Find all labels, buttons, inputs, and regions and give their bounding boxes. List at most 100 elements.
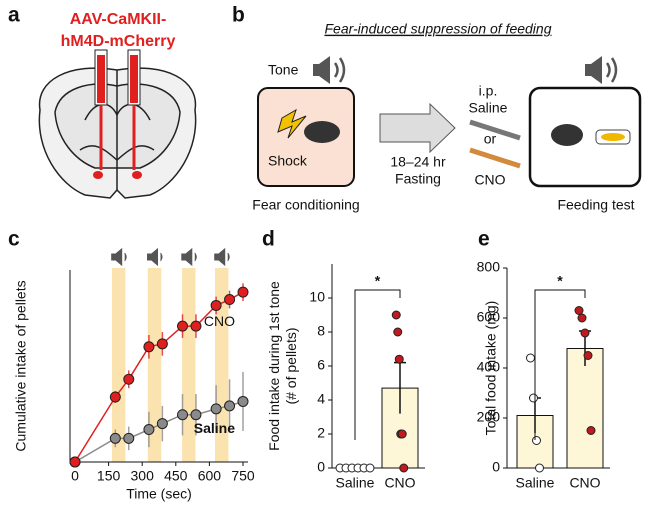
test-label: Feeding test <box>557 197 634 213</box>
data-point <box>583 351 593 360</box>
panel-label: c <box>8 228 20 251</box>
y-axis-label: Food intake during 1st tone <box>266 281 282 451</box>
data-point <box>123 373 135 385</box>
speaker-icon <box>181 247 197 267</box>
speaker-icon <box>147 247 163 267</box>
x-axis-label: Time (sec) <box>126 486 192 502</box>
x-tick-label: CNO <box>384 475 415 491</box>
panel-label: a <box>8 4 20 27</box>
data-point <box>109 391 121 403</box>
construct: hM4D-mCherry <box>61 33 176 50</box>
data-point <box>109 432 121 444</box>
significance-bracket <box>354 289 401 440</box>
data-point <box>574 306 584 315</box>
shock-label: Shock <box>268 153 308 169</box>
data-point <box>526 353 535 363</box>
conditioning-label: Fear conditioning <box>252 197 359 213</box>
ip-label: i.p. <box>479 83 498 99</box>
tone-bar <box>147 268 162 462</box>
speaker-icon <box>214 247 230 267</box>
data-point <box>143 424 155 436</box>
bar <box>566 348 604 469</box>
speaker-icon <box>313 56 618 84</box>
data-point <box>535 463 544 473</box>
x-tick-label: Saline <box>336 475 375 491</box>
feeding-box <box>528 86 642 188</box>
data-point <box>224 294 236 306</box>
y-axis-label: Total food intake (mg) <box>483 301 499 436</box>
y-tick-label: 8 <box>317 323 325 339</box>
brain-drawing <box>38 67 197 199</box>
y-tick-label: 400 <box>477 359 501 375</box>
panel-label: d <box>262 228 275 251</box>
data-point <box>156 418 168 430</box>
series-label: Saline <box>194 420 235 436</box>
data-point <box>69 456 81 468</box>
significance-label: * <box>375 273 381 289</box>
tone-label: Tone <box>268 62 299 78</box>
data-point <box>532 436 541 445</box>
fasting-label: Fasting <box>395 171 441 187</box>
fasting-label: 18–24 hr <box>390 154 446 170</box>
significance-bracket <box>534 289 586 440</box>
data-point <box>394 354 404 364</box>
x-tick-label: 450 <box>164 468 188 484</box>
or-label: or <box>484 131 497 147</box>
y-tick-label: 0 <box>317 459 325 475</box>
x-tick-label: 600 <box>198 468 222 484</box>
series-label: CNO <box>204 313 235 329</box>
data-point <box>210 403 222 415</box>
data-point <box>224 400 236 412</box>
panel-label: e <box>478 228 490 251</box>
panel-b-title: Fear-induced suppression of feeding <box>324 21 551 37</box>
panel-label: b <box>232 4 245 27</box>
data-point <box>397 429 407 439</box>
data-point <box>177 320 189 332</box>
y-tick-label: 4 <box>317 391 325 407</box>
saline-label: Saline <box>469 100 508 116</box>
data-point <box>190 320 202 332</box>
cno-label: CNO <box>474 172 505 188</box>
tone-bar <box>111 268 126 462</box>
y-tick-label: 200 <box>477 409 501 425</box>
data-point <box>123 432 135 444</box>
series-line <box>74 400 244 463</box>
data-point <box>577 313 587 323</box>
data-point <box>190 409 202 421</box>
data-point <box>529 393 538 403</box>
x-tick-label: Saline <box>516 475 555 491</box>
x-tick-label: CNO <box>569 475 600 491</box>
y-axis-label: (# of pellets) <box>283 327 299 404</box>
data-point <box>365 463 375 473</box>
x-tick-label: 750 <box>231 468 255 484</box>
data-point <box>393 327 403 337</box>
pellets <box>601 133 625 141</box>
arrow <box>379 102 456 154</box>
mouse <box>551 124 583 146</box>
y-tick-label: 0 <box>492 459 500 475</box>
y-tick-label: 2 <box>317 425 325 441</box>
data-point <box>210 299 222 311</box>
data-point <box>237 395 249 407</box>
x-tick-label: 300 <box>131 468 155 484</box>
data-point <box>580 328 590 338</box>
speaker-icon <box>111 247 127 267</box>
x-tick-label: 0 <box>71 468 79 484</box>
data-point <box>586 426 596 435</box>
mouse <box>304 121 340 143</box>
data-point <box>177 409 189 421</box>
data-point <box>143 341 155 353</box>
injection-needles <box>93 49 142 179</box>
series-line <box>74 291 244 463</box>
data-point <box>391 310 401 320</box>
syringe <box>469 147 521 169</box>
significance-label: * <box>557 273 563 289</box>
shock-bolt <box>277 108 307 139</box>
y-tick-label: 600 <box>477 309 501 325</box>
syringe <box>469 119 521 141</box>
construct: AAV-CaMKII- <box>70 11 167 28</box>
data-point <box>237 286 249 298</box>
data-point <box>399 463 409 473</box>
y-tick-label: 10 <box>309 289 325 305</box>
